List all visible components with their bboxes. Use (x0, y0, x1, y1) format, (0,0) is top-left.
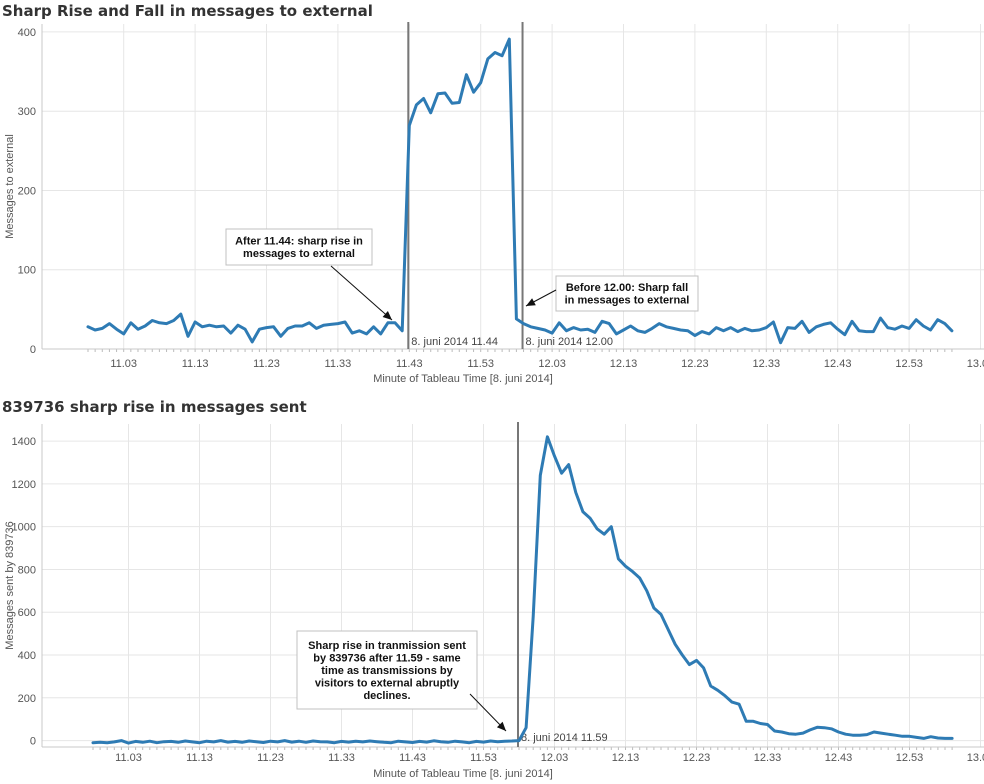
x-tick-label: 12.23 (681, 358, 709, 370)
annotation-text: Sharp rise in tranmission sent (308, 640, 466, 652)
x-tick-label: 11.43 (399, 752, 426, 764)
series-line (86, 37, 954, 345)
y-tick-label: 0 (30, 736, 36, 748)
y-tick-label: 1400 (12, 436, 36, 448)
y-tick-label: 200 (18, 693, 36, 705)
annotation-text: messages to external (243, 248, 355, 260)
chart-2-title: 839736 sharp rise in messages sent (2, 398, 307, 416)
x-tick-label: 12.53 (896, 752, 924, 764)
chart-1-messages-to-external: 11.03 11.13 11.23 11.33 11.43 11.53 12.03 12.13… (4, 22, 984, 385)
x-tick-label: 11.43 (396, 358, 423, 370)
x-axis-title: Minute of Tableau Time [8. juni 2014] (373, 373, 553, 385)
chart-2-messages-sent-by-839736: 11.03 11.13 11.23 11.33 11.43 11.53 12.03 12.13… (4, 422, 984, 780)
y-axis-title: Messages to external (4, 134, 16, 239)
x-tick-label: 11.33 (328, 752, 355, 764)
x-tick-label: 12.53 (895, 358, 923, 370)
annotation-text: by 839736 after 11.59 - same (313, 652, 460, 664)
annotation-text: declines. (363, 690, 410, 702)
annotation-text: Before 12.00: Sharp fall (566, 282, 688, 294)
x-tick-label: 11.23 (253, 358, 280, 370)
x-tick-label: 11.13 (182, 358, 209, 370)
y-tick-label: 200 (18, 185, 36, 197)
x-tick-label: 11.13 (186, 752, 213, 764)
annotation-text: time as transmissions by (321, 665, 453, 677)
annotation-text: After 11.44: sharp rise in (235, 236, 363, 248)
y-tick-label: 800 (18, 564, 36, 576)
y-tick-label: 1200 (12, 479, 36, 491)
x-tick-label: 11.03 (110, 358, 137, 370)
annotation-box (296, 630, 478, 710)
x-tick-label: 12.33 (754, 752, 782, 764)
annotation-arrow-head (496, 721, 506, 731)
reference-line-label: 8. juni 2014 11.59 (521, 732, 608, 744)
annotation-box (225, 228, 373, 266)
y-tick-label: 1000 (12, 522, 36, 534)
reference-line-label: 8. juni 2014 12.00 (526, 336, 613, 348)
x-tick-label: 13.03 (967, 752, 984, 764)
y-tick-label: 400 (18, 650, 36, 662)
x-tick-label: 12.13 (610, 358, 638, 370)
y-axis-title: Messages sent by 839736 (4, 521, 16, 649)
y-tick-label: 300 (18, 106, 36, 118)
x-tick-label: 12.03 (538, 358, 566, 370)
x-tick-label: 12.03 (541, 752, 569, 764)
x-tick-label: 12.43 (824, 358, 852, 370)
series-line (91, 435, 954, 745)
y-tick-label: 100 (18, 265, 36, 277)
annotation-arrow-head (382, 311, 392, 320)
y-tick-label: 600 (18, 607, 36, 619)
annotation-text: visitors to external abruptly (315, 677, 460, 689)
x-tick-label: 12.13 (612, 752, 640, 764)
annotation-box (555, 275, 699, 312)
annotation-text: in messages to external (565, 295, 690, 307)
y-tick-label: 400 (18, 27, 36, 39)
x-tick-label: 11.23 (257, 752, 284, 764)
x-tick-label: 12.23 (683, 752, 711, 764)
x-axis-title: Minute of Tableau Time [8. juni 2014] (373, 768, 553, 780)
annotation-arrow-head (526, 298, 536, 306)
x-tick-label: 11.03 (115, 752, 142, 764)
x-tick-label: 12.33 (753, 358, 781, 370)
x-tick-label: 11.33 (325, 358, 352, 370)
x-tick-label: 11.53 (467, 358, 494, 370)
reference-line-label: 8. juni 2014 11.44 (411, 336, 498, 348)
x-tick-label: 12.43 (825, 752, 853, 764)
annotation-arrow-line (330, 265, 393, 321)
x-tick-label: 13.03 (967, 358, 984, 370)
chart-1-title: Sharp Rise and Fall in messages to exter… (2, 2, 373, 20)
y-tick-label: 0 (30, 344, 36, 356)
x-tick-label: 11.53 (470, 752, 497, 764)
